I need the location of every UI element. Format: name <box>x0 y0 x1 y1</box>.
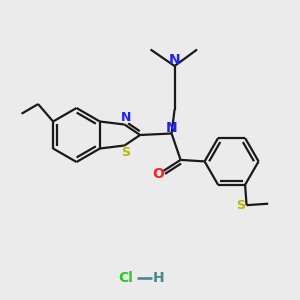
Text: N: N <box>169 53 180 67</box>
Text: H: H <box>153 272 164 285</box>
Text: S: S <box>236 199 245 212</box>
Text: N: N <box>166 121 177 134</box>
Text: Cl: Cl <box>118 272 134 285</box>
Text: S: S <box>121 146 130 159</box>
Text: N: N <box>121 111 131 124</box>
Text: O: O <box>152 167 164 181</box>
